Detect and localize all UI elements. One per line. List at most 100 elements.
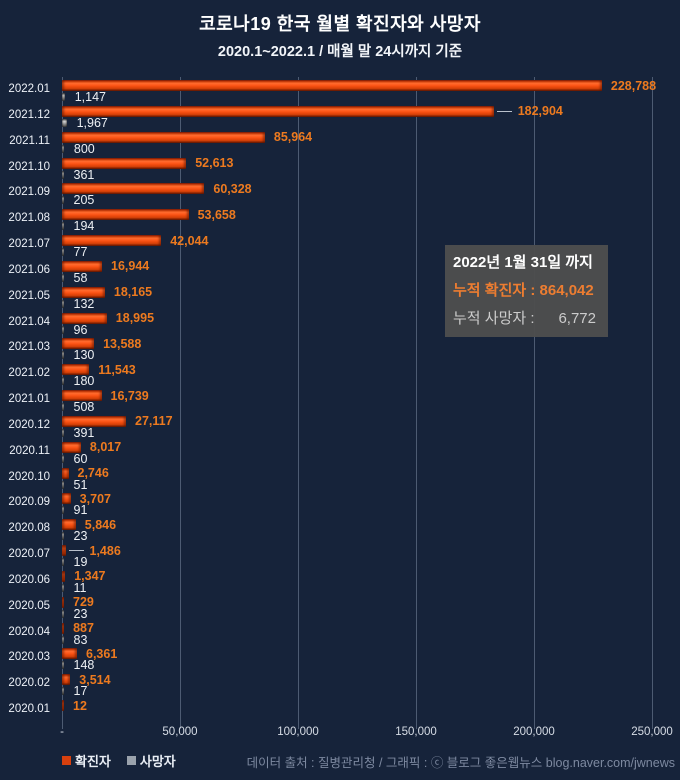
month-label: 2020.12: [8, 418, 50, 431]
deaths-bar: [62, 454, 64, 463]
confirmed-value: 16,944: [111, 259, 150, 274]
deaths-bar: [62, 118, 67, 127]
month-label: 2020.05: [8, 599, 50, 612]
month-label: 2020.10: [8, 470, 50, 483]
deaths-bar: [62, 248, 64, 257]
deaths-line: 11: [62, 580, 87, 595]
deaths-value: 132: [73, 296, 95, 311]
x-axis: - 50,000 100,000 150,000 200,000 250,000: [60, 726, 673, 742]
deaths-value: 17: [73, 684, 88, 699]
chart-title: 코로나19 한국 월별 확진자와 사망자: [199, 14, 481, 34]
deaths-line: 83: [62, 632, 88, 647]
month-label: 2021.09: [8, 186, 50, 199]
confirmed-line: 16,944: [62, 259, 150, 274]
deaths-value: 23: [73, 606, 88, 621]
confirmed-bar: [62, 286, 105, 298]
deaths-value: 83: [73, 632, 88, 647]
confirmed-line: 228,788: [62, 78, 657, 93]
deaths-bar: [62, 661, 64, 670]
confirmed-value: 228,788: [610, 78, 657, 93]
deaths-bar: [62, 222, 64, 231]
chart-row: 11,543 180: [62, 361, 680, 389]
chart-row: 1,347 11: [62, 568, 680, 595]
deaths-bar: [62, 325, 64, 334]
deaths-value: 508: [73, 400, 95, 415]
chart-row: 228,788 1,147: [62, 77, 680, 104]
confirmed-bar: [62, 80, 602, 91]
leader-line: [496, 110, 512, 112]
deaths-line: 51: [62, 477, 88, 492]
deaths-bar: [62, 583, 64, 592]
deaths-line: 1,147: [62, 90, 106, 104]
confirmed-bar: [62, 674, 71, 686]
deaths-bar: [62, 635, 64, 644]
chart-row: 85,964 800: [62, 129, 680, 156]
deaths-bar: [62, 377, 64, 386]
confirmed-bar: [62, 467, 69, 479]
month-label: 2021.02: [8, 367, 50, 380]
deaths-line: 91: [62, 503, 87, 517]
leader-line: [68, 550, 84, 552]
month-label: 2020.04: [8, 625, 50, 638]
cumulative-deaths-value: 6,772: [558, 310, 596, 327]
deaths-value: 77: [73, 245, 88, 260]
month-label: 2021.10: [8, 160, 50, 173]
deaths-value: 800: [73, 141, 95, 156]
month-label: 2021.04: [8, 315, 50, 328]
deaths-bar: [62, 403, 64, 412]
month-labels-layer: 2022.01 2021.12 2021.11 2021.10 2021.09 2021.…: [0, 77, 58, 723]
confirmed-value: 3,514: [79, 672, 111, 687]
source-footer: 데이터 출처 : 질병관리청 / 그래픽 : ⓒ 블로그 좋은웹뉴스 blog.…: [246, 756, 675, 770]
confirmed-line: 182,904: [62, 104, 563, 118]
confirmed-value: 18,165: [113, 285, 153, 300]
confirmed-bar: [62, 441, 81, 453]
confirmed-bar: [62, 364, 90, 376]
confirmed-bar: [62, 519, 76, 531]
deaths-bar: [62, 480, 64, 489]
x-tick-label: 100,000: [277, 726, 319, 738]
deaths-line: 19: [62, 555, 87, 569]
annotation-cumulative-deaths: 누적 사망자 : 6,772: [453, 305, 600, 333]
grid-layer: [62, 77, 653, 729]
deaths-value: 96: [73, 322, 88, 337]
chart-row: 5,846 23: [62, 516, 680, 543]
chart-row: 27,117 391: [62, 413, 680, 440]
confirmed-value: 3,707: [79, 491, 111, 506]
deaths-line: 23: [62, 606, 88, 621]
confirmed-bar: [62, 105, 494, 117]
confirmed-value: 52,613: [195, 156, 234, 171]
confirmed-value: 12: [73, 698, 87, 713]
month-label: 2021.07: [8, 238, 50, 251]
deaths-line: 17: [62, 684, 88, 699]
deaths-value: 1,967: [76, 115, 108, 130]
month-label: 2020.07: [8, 548, 50, 561]
confirmed-line: 12: [62, 698, 87, 713]
confirmed-line: 3,707: [62, 491, 111, 506]
confirmed-line: 2,746: [62, 466, 109, 480]
chart-row: 18,165 132: [62, 284, 680, 311]
confirmed-bar: [62, 415, 126, 427]
deaths-value: 180: [73, 374, 95, 389]
deaths-value: 51: [73, 477, 88, 492]
legend: 확진자 사망자: [62, 751, 176, 770]
month-label: 2020.06: [8, 573, 50, 586]
x-tick-label: 150,000: [395, 726, 437, 738]
chart-row: 2,746 51: [62, 465, 680, 492]
month-label: 2020.02: [8, 677, 50, 690]
deaths-line: 132: [62, 296, 95, 311]
deaths-line: 361: [62, 168, 94, 182]
confirmed-value: 60,328: [213, 181, 252, 196]
chart-row: 6,361 148: [62, 645, 680, 672]
cumulative-confirmed-label: 누적 확진자 :: [453, 282, 536, 299]
confirmed-line: 5,846: [62, 518, 116, 532]
deaths-bar: [62, 351, 64, 360]
confirmed-line: 42,044: [62, 234, 208, 248]
month-label: 2021.01: [8, 393, 50, 406]
deaths-line: 391: [62, 426, 94, 440]
confirmed-line: 8,017: [62, 440, 121, 454]
confirmed-line: 11,543: [62, 363, 136, 377]
deaths-value: 11: [73, 580, 87, 595]
legend-item-사망자: 사망자: [126, 751, 176, 770]
confirmed-value: 1,347: [74, 569, 106, 584]
deaths-bar: [62, 609, 64, 618]
